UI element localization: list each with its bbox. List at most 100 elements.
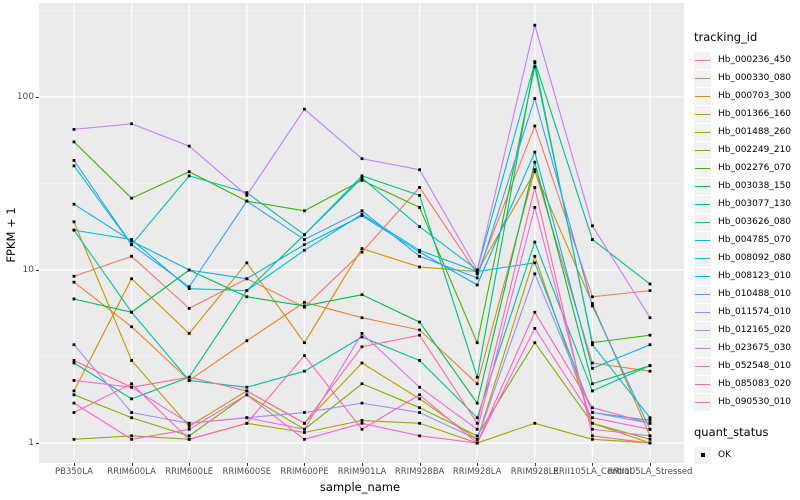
data-point <box>130 382 133 386</box>
data-point <box>130 385 133 389</box>
legend-item-Hb_004785_070: Hb_004785_070 <box>694 231 798 249</box>
legend-key <box>694 177 711 195</box>
y-tick-mark <box>36 270 39 271</box>
legend-item-Hb_010488_010: Hb_010488_010 <box>694 285 798 303</box>
data-point <box>533 65 537 68</box>
legend-label: Hb_052548_010 <box>718 361 792 371</box>
legend-label: Hb_012165_020 <box>718 325 792 335</box>
data-point <box>303 233 306 237</box>
data-point <box>130 196 133 200</box>
data-point <box>303 427 306 431</box>
data-point <box>360 174 364 178</box>
data-point <box>648 289 652 293</box>
legend-items-tracking-id: Hb_000236_450 Hb_000330_080 Hb_000703_300 H… <box>694 51 798 411</box>
legend-label: Hb_002249_210 <box>718 145 792 155</box>
data-point <box>72 343 76 347</box>
x-tick-label-RRIM600SE: RRIM600SE <box>222 467 272 477</box>
data-point <box>187 285 191 289</box>
data-point <box>245 421 249 425</box>
data-point <box>130 325 133 329</box>
x-tick-mark <box>419 463 421 466</box>
data-point <box>245 339 249 343</box>
data-point <box>591 434 594 438</box>
data-point <box>648 333 652 337</box>
data-point <box>303 300 306 304</box>
legend-item-Hb_003038_150: Hb_003038_150 <box>694 177 798 195</box>
legend-label: Hb_023675_030 <box>718 343 792 353</box>
legend-item-Hb_023675_030: Hb_023675_030 <box>694 339 798 357</box>
data-point <box>533 341 537 345</box>
data-point <box>418 250 421 254</box>
data-point <box>475 437 479 441</box>
data-point <box>130 434 133 438</box>
y-tick-mark <box>36 443 39 444</box>
legend-key <box>694 51 711 69</box>
data-point <box>533 97 537 100</box>
data-point <box>418 421 421 425</box>
data-point <box>648 437 652 441</box>
legend-key-line <box>695 329 710 331</box>
data-point <box>187 306 191 310</box>
data-point <box>360 427 364 431</box>
legend-label: Hb_003626_080 <box>718 217 792 227</box>
data-point <box>72 280 76 284</box>
legend-key <box>694 285 711 303</box>
data-point <box>360 247 364 250</box>
data-point <box>72 159 76 162</box>
data-point <box>360 157 364 161</box>
data-point <box>591 437 594 441</box>
data-point <box>245 193 249 197</box>
data-point <box>187 287 191 291</box>
data-point <box>418 248 421 252</box>
data-point <box>187 332 191 335</box>
data-point <box>533 170 537 174</box>
data-point <box>418 434 421 438</box>
data-point <box>591 411 594 414</box>
legend-item-Hb_002276_070: Hb_002276_070 <box>694 159 798 177</box>
data-point <box>187 268 191 272</box>
legend-key-line <box>695 113 710 115</box>
legend-label: Hb_090530_010 <box>718 397 792 407</box>
data-point <box>533 206 537 209</box>
data-point <box>418 406 421 410</box>
data-point <box>72 437 76 441</box>
legend-key-line <box>695 347 710 349</box>
legend-item-Hb_012165_020: Hb_012165_020 <box>694 321 798 339</box>
data-point <box>245 191 249 195</box>
data-point <box>360 361 364 365</box>
x-tick-mark <box>477 463 479 466</box>
data-point <box>475 375 479 379</box>
data-point <box>72 140 76 144</box>
data-point <box>533 310 537 314</box>
plot-panel <box>39 3 684 463</box>
x-tick-label-RRIM600PE: RRIM600PE <box>280 467 329 477</box>
data-point <box>533 168 537 172</box>
legend-key-line <box>695 383 710 385</box>
legend-key <box>694 231 711 249</box>
data-point <box>475 416 479 420</box>
data-point <box>130 122 133 126</box>
legend-label: Hb_003077_130 <box>718 199 792 209</box>
legend-item-Hb_008092_080: Hb_008092_080 <box>694 249 798 267</box>
x-tick-mark <box>534 463 536 466</box>
data-point <box>303 421 306 425</box>
data-point <box>245 295 249 299</box>
legend-key <box>694 249 711 267</box>
data-point <box>475 434 479 438</box>
legend-key <box>694 195 711 213</box>
y-tick-label: 10 <box>22 264 34 275</box>
legend-label: Hb_001366_160 <box>718 109 792 119</box>
data-point <box>418 411 421 414</box>
data-point <box>360 293 364 297</box>
data-point <box>533 261 537 265</box>
legend-key-line <box>695 203 710 205</box>
data-point <box>187 375 191 379</box>
x-tick-mark <box>131 463 133 466</box>
point-marker-icon <box>700 453 705 457</box>
data-point <box>303 341 306 345</box>
data-point <box>648 282 652 286</box>
data-point <box>591 416 594 420</box>
data-point <box>360 421 364 425</box>
data-point <box>533 150 537 154</box>
data-point <box>648 369 652 373</box>
